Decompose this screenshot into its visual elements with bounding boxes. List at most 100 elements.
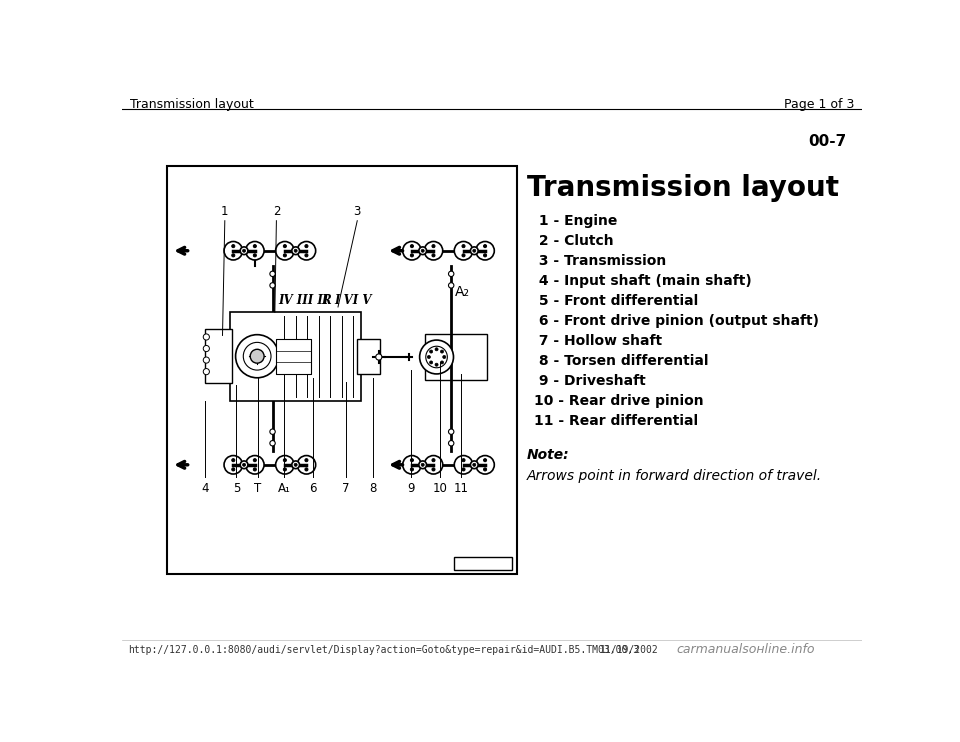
Text: http://127.0.0.1:8080/audi/servlet/Display?action=Goto&type=repair&id=AUDI.B5.TM: http://127.0.0.1:8080/audi/servlet/Displ… bbox=[129, 645, 639, 655]
Text: 3 - Transmission: 3 - Transmission bbox=[535, 254, 666, 268]
Text: 4 - Input shaft (main shaft): 4 - Input shaft (main shaft) bbox=[535, 274, 752, 288]
Text: Arrows point in forward direction of travel.: Arrows point in forward direction of tra… bbox=[527, 470, 822, 484]
Circle shape bbox=[421, 463, 424, 466]
Text: carmanualsонline.info: carmanualsонline.info bbox=[677, 643, 815, 657]
Circle shape bbox=[283, 459, 286, 462]
Bar bbox=[425, 334, 487, 380]
Text: Transmission layout: Transmission layout bbox=[131, 98, 253, 111]
Circle shape bbox=[224, 456, 243, 474]
Circle shape bbox=[292, 461, 300, 469]
Text: T: T bbox=[254, 482, 261, 495]
Text: R: R bbox=[321, 294, 331, 307]
Circle shape bbox=[424, 241, 443, 260]
Circle shape bbox=[484, 468, 487, 471]
Circle shape bbox=[410, 254, 414, 257]
Text: Note:: Note: bbox=[527, 448, 569, 462]
Circle shape bbox=[243, 463, 246, 466]
Circle shape bbox=[231, 468, 235, 471]
Bar bbox=[230, 312, 361, 401]
Circle shape bbox=[270, 429, 276, 434]
Circle shape bbox=[224, 241, 243, 260]
Circle shape bbox=[427, 355, 430, 358]
Text: 5: 5 bbox=[232, 482, 240, 495]
Text: 7 - Hollow shaft: 7 - Hollow shaft bbox=[535, 334, 662, 348]
Text: 3: 3 bbox=[353, 205, 361, 217]
Circle shape bbox=[476, 456, 494, 474]
Circle shape bbox=[429, 350, 433, 353]
Circle shape bbox=[240, 461, 248, 469]
Circle shape bbox=[283, 254, 286, 257]
Circle shape bbox=[276, 241, 294, 260]
Circle shape bbox=[251, 349, 264, 363]
Circle shape bbox=[204, 334, 209, 340]
Circle shape bbox=[204, 346, 209, 352]
Circle shape bbox=[484, 459, 487, 462]
Circle shape bbox=[231, 459, 235, 462]
Circle shape bbox=[470, 247, 478, 255]
Circle shape bbox=[432, 468, 435, 471]
Circle shape bbox=[472, 463, 476, 466]
Text: IV III II: IV III II bbox=[278, 294, 328, 307]
Circle shape bbox=[410, 245, 414, 248]
Bar bbox=[357, 339, 380, 374]
Circle shape bbox=[470, 461, 478, 469]
Text: A₂: A₂ bbox=[455, 286, 470, 299]
Circle shape bbox=[421, 249, 424, 252]
Circle shape bbox=[432, 459, 435, 462]
Circle shape bbox=[426, 347, 447, 368]
Text: 6 - Front drive pinion (output shaft): 6 - Front drive pinion (output shaft) bbox=[535, 314, 819, 328]
Circle shape bbox=[410, 459, 414, 462]
Circle shape bbox=[294, 463, 298, 466]
Circle shape bbox=[270, 441, 276, 446]
Bar bbox=[276, 339, 311, 374]
Circle shape bbox=[246, 456, 264, 474]
Circle shape bbox=[240, 247, 248, 255]
Text: I VI V: I VI V bbox=[334, 294, 372, 307]
Circle shape bbox=[462, 468, 465, 471]
Bar bbox=[204, 329, 231, 383]
Circle shape bbox=[305, 245, 308, 248]
Text: 00-7: 00-7 bbox=[808, 134, 846, 148]
Circle shape bbox=[424, 456, 443, 474]
Circle shape bbox=[292, 247, 300, 255]
Circle shape bbox=[375, 354, 382, 360]
Circle shape bbox=[253, 459, 256, 462]
Circle shape bbox=[305, 254, 308, 257]
Bar bbox=[454, 557, 512, 571]
Circle shape bbox=[435, 348, 438, 351]
Text: A35-0005: A35-0005 bbox=[459, 559, 509, 569]
Circle shape bbox=[276, 456, 294, 474]
Text: 9: 9 bbox=[407, 482, 415, 495]
Circle shape bbox=[441, 361, 444, 364]
Text: A₁: A₁ bbox=[277, 482, 291, 495]
Circle shape bbox=[298, 456, 316, 474]
Circle shape bbox=[231, 245, 235, 248]
Circle shape bbox=[420, 340, 453, 374]
Text: 2: 2 bbox=[273, 205, 280, 217]
Circle shape bbox=[432, 245, 435, 248]
Circle shape bbox=[270, 283, 276, 288]
Circle shape bbox=[484, 245, 487, 248]
Circle shape bbox=[243, 342, 271, 370]
Text: 8: 8 bbox=[369, 482, 376, 495]
Text: 4: 4 bbox=[201, 482, 208, 495]
Circle shape bbox=[476, 241, 494, 260]
Circle shape bbox=[253, 254, 256, 257]
Text: 10: 10 bbox=[432, 482, 447, 495]
Circle shape bbox=[246, 241, 264, 260]
Circle shape bbox=[454, 241, 472, 260]
Text: 2 - Clutch: 2 - Clutch bbox=[535, 234, 614, 248]
Circle shape bbox=[410, 468, 414, 471]
Circle shape bbox=[462, 459, 465, 462]
Circle shape bbox=[402, 241, 421, 260]
Circle shape bbox=[435, 363, 438, 367]
Circle shape bbox=[305, 468, 308, 471]
Circle shape bbox=[419, 247, 426, 255]
Circle shape bbox=[462, 254, 465, 257]
Circle shape bbox=[270, 271, 276, 277]
Circle shape bbox=[472, 249, 476, 252]
Circle shape bbox=[419, 461, 426, 469]
Circle shape bbox=[402, 456, 421, 474]
Text: 7: 7 bbox=[342, 482, 349, 495]
Circle shape bbox=[235, 335, 278, 378]
